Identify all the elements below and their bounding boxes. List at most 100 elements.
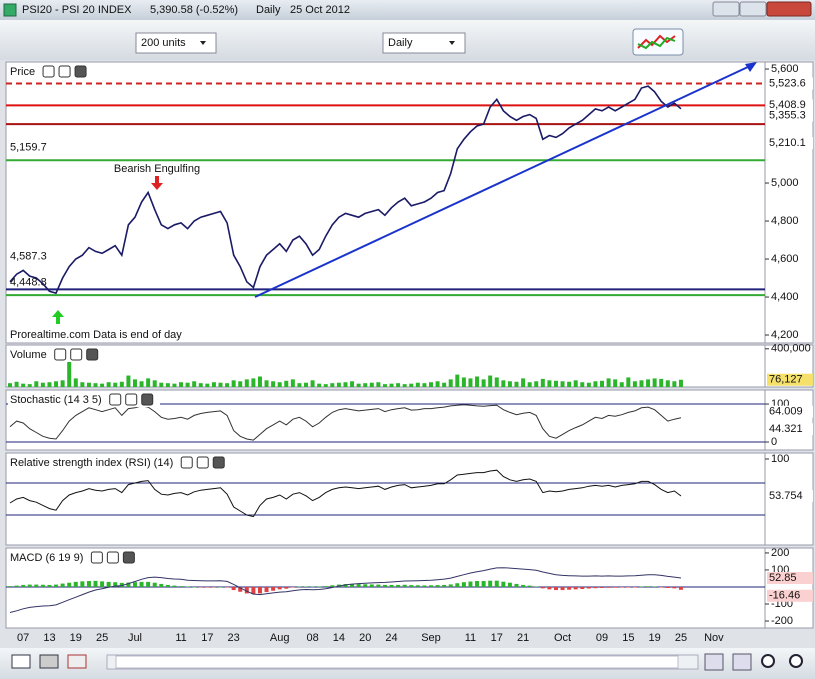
histogram-bar xyxy=(389,584,394,587)
panel-icon[interactable] xyxy=(125,393,138,406)
data-line xyxy=(9,469,682,518)
histogram-bar xyxy=(146,581,151,587)
zoom-out-button[interactable] xyxy=(761,654,775,668)
panel-icon[interactable] xyxy=(70,348,83,361)
y-tick-label: 4,600 xyxy=(771,253,799,265)
panel-header xyxy=(8,455,230,470)
zoom-button[interactable] xyxy=(704,653,724,671)
scrollbar-thumb[interactable] xyxy=(115,655,679,669)
bar xyxy=(198,383,203,387)
bar xyxy=(277,382,282,387)
panel-icon[interactable] xyxy=(212,456,225,469)
histogram-bar xyxy=(172,585,177,587)
histogram-bar xyxy=(678,586,683,590)
histogram-bar xyxy=(507,582,512,587)
panel-icon[interactable] xyxy=(141,393,154,406)
histogram-bar xyxy=(152,582,157,587)
annotation-arrow xyxy=(151,176,163,190)
histogram-bar xyxy=(14,585,19,587)
panel-icon[interactable] xyxy=(42,65,55,78)
histogram-bar xyxy=(251,586,256,595)
print-button[interactable] xyxy=(39,654,59,669)
histogram-bar xyxy=(80,581,85,587)
close-button[interactable] xyxy=(766,1,812,17)
zoom-button[interactable] xyxy=(732,653,752,671)
histogram-bar xyxy=(586,586,591,589)
x-tick-label: Sep xyxy=(421,632,441,644)
panel-icon[interactable] xyxy=(74,65,87,78)
x-tick-label: Jul xyxy=(128,632,142,644)
units-dropdown[interactable] xyxy=(135,32,217,54)
level-label: 5,408.9 xyxy=(769,99,806,111)
last-value-label-box xyxy=(767,489,813,502)
x-tick-label: 17 xyxy=(491,632,503,644)
x-tick-label: 15 xyxy=(622,632,634,644)
interval-dropdown[interactable] xyxy=(382,32,466,54)
last-value-label: 76,127 xyxy=(769,374,803,386)
window-date: 25 Oct 2012 xyxy=(290,4,350,16)
y-tick-label: 5,000 xyxy=(771,177,799,189)
histogram-bar xyxy=(402,584,407,587)
bar xyxy=(428,382,433,387)
last-value-label-box xyxy=(767,405,813,418)
bar xyxy=(619,382,624,387)
histogram-bar xyxy=(277,586,282,590)
axis-area xyxy=(764,389,814,451)
panel-icon[interactable] xyxy=(58,65,71,78)
histogram-bar xyxy=(501,581,506,587)
panel-icon[interactable] xyxy=(106,551,119,564)
histogram-bar xyxy=(659,586,664,588)
last-value-label: 53.754 xyxy=(769,490,803,502)
panel-icon[interactable] xyxy=(196,456,209,469)
zoom-in-button[interactable] xyxy=(789,654,803,668)
panel-icon[interactable] xyxy=(180,456,193,469)
histogram-bar xyxy=(442,584,447,587)
level-label: 5,523.6 xyxy=(769,77,806,89)
panel-icon[interactable] xyxy=(86,348,99,361)
indicator-button[interactable] xyxy=(632,28,684,56)
title-bar xyxy=(0,0,815,20)
panel-title: Volume xyxy=(10,349,47,361)
bar xyxy=(159,382,164,387)
bar xyxy=(376,382,381,387)
bar xyxy=(67,354,72,387)
bar xyxy=(8,383,12,387)
email-button[interactable] xyxy=(11,654,31,669)
histogram-bar xyxy=(198,586,203,588)
bar xyxy=(527,382,532,387)
histogram-bar xyxy=(534,586,539,587)
bar xyxy=(119,381,124,387)
minimize-button[interactable] xyxy=(712,1,740,17)
bar xyxy=(205,383,210,387)
bar xyxy=(86,382,91,387)
delete-button[interactable] xyxy=(67,654,87,669)
y-tick-label: 4,800 xyxy=(771,215,799,227)
x-tick-label: 25 xyxy=(96,632,108,644)
bar xyxy=(402,384,407,387)
data-line xyxy=(9,404,682,441)
maximize-button[interactable] xyxy=(739,1,767,17)
histogram-bar xyxy=(350,583,355,587)
interval-value: Daily xyxy=(388,37,413,49)
bar xyxy=(14,381,19,387)
panel-icon[interactable] xyxy=(122,551,135,564)
histogram-bar xyxy=(60,583,65,587)
bar xyxy=(290,379,295,387)
bar xyxy=(211,382,216,387)
x-tick-label: 11 xyxy=(465,632,476,644)
bar xyxy=(244,379,249,387)
y-tick-label: 400,000 xyxy=(771,343,811,355)
panel-icon[interactable] xyxy=(54,348,67,361)
level-label: 4,448.8 xyxy=(10,277,47,289)
panel-icon[interactable] xyxy=(109,393,122,406)
axis-area xyxy=(764,547,814,629)
x-tick-label: 17 xyxy=(201,632,213,644)
window-quote: 5,390.58 (-0.52%) xyxy=(150,4,238,16)
histogram-bar xyxy=(600,586,605,588)
panel-icon[interactable] xyxy=(90,551,103,564)
bar xyxy=(461,377,466,387)
bar xyxy=(73,378,78,387)
histogram-bar xyxy=(185,586,190,588)
bar xyxy=(396,383,401,387)
bar xyxy=(317,383,322,387)
